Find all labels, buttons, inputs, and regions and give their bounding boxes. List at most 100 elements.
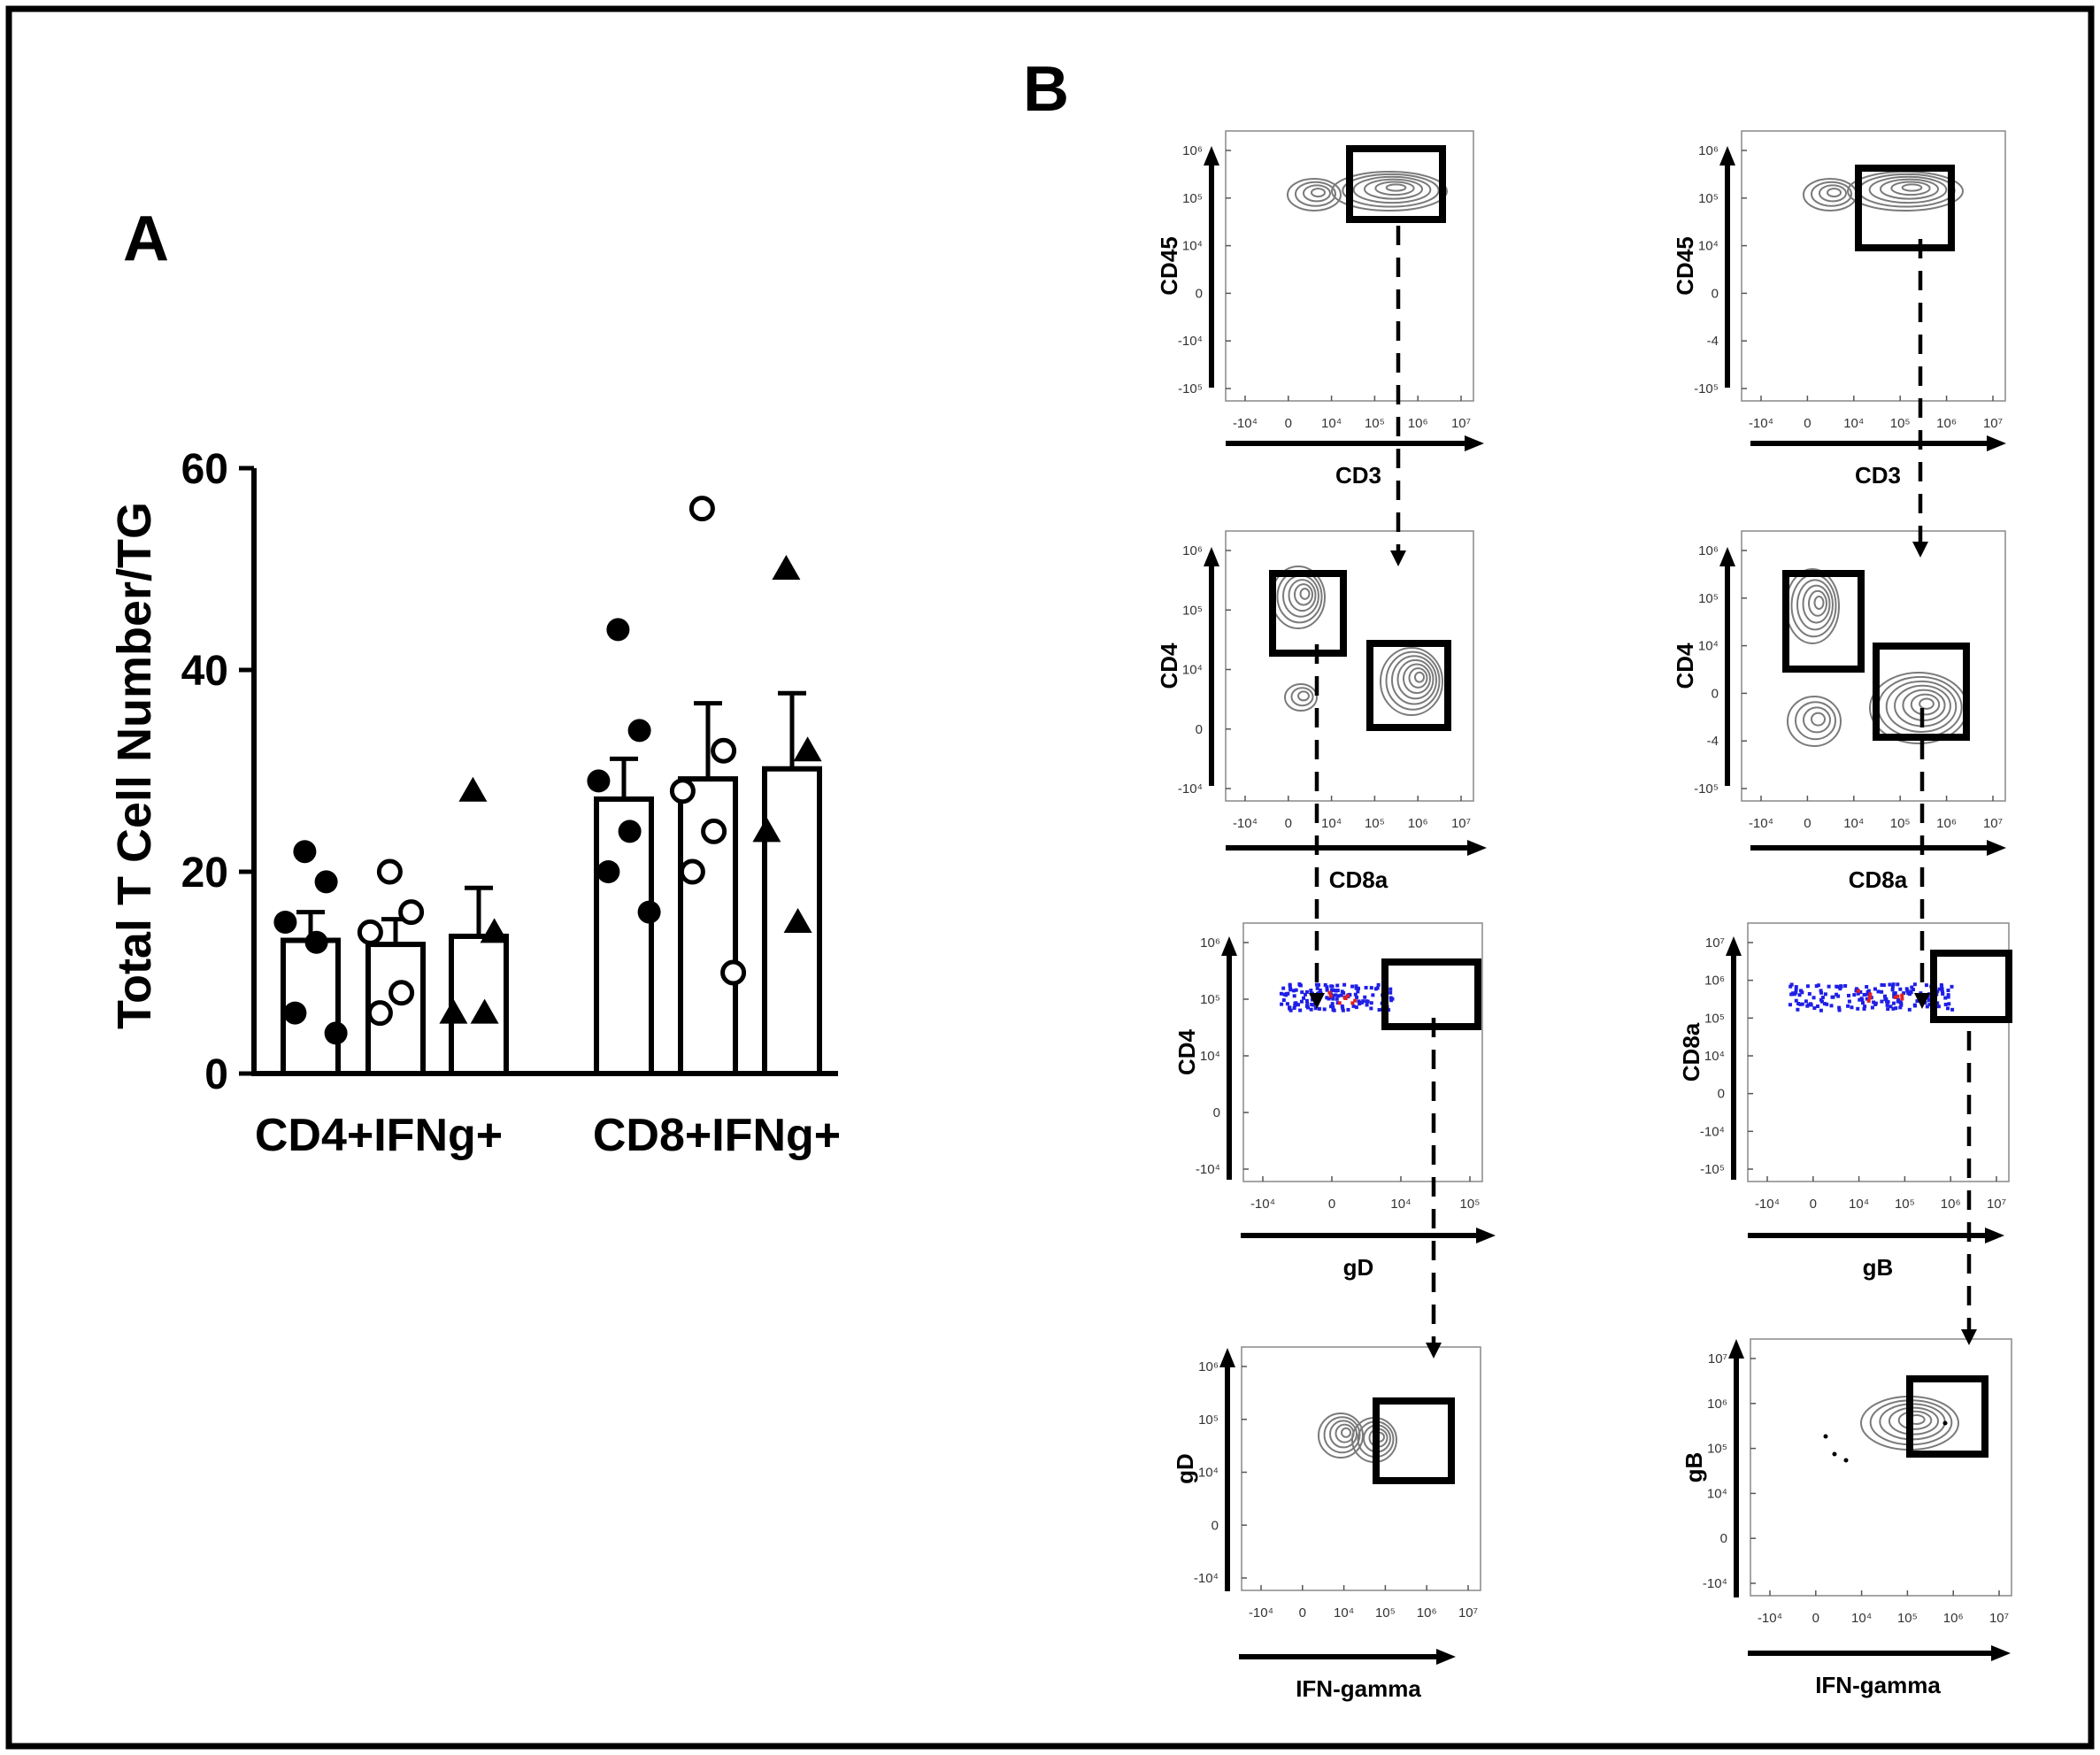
event-dot: [1282, 992, 1287, 997]
gating-arrowhead: [1426, 1343, 1442, 1359]
x-tick-label: 10⁷: [1987, 1197, 2006, 1212]
contour-ring: [1901, 183, 1923, 192]
event-dot: [1389, 998, 1394, 1003]
event-dot: [1890, 988, 1895, 992]
event-dot: [1946, 989, 1950, 993]
y-tick-label: 10⁵: [1198, 1412, 1219, 1428]
event-dot: [1331, 997, 1335, 1001]
event-dot: [1912, 982, 1917, 987]
event-dot: [1303, 992, 1307, 997]
event-dot: [1950, 1007, 1955, 1012]
event-dot: [1908, 991, 1912, 996]
data-point: [470, 998, 499, 1024]
event-dot: [1819, 989, 1823, 993]
event-dot: [1304, 998, 1309, 1003]
y-tick-label: -10⁵: [1178, 381, 1203, 396]
population-contour: [1284, 683, 1318, 712]
x-axis-arrowhead: [1476, 1228, 1496, 1243]
event-dot-highlight: [1896, 994, 1900, 998]
y-axis-arrowhead: [1204, 146, 1219, 165]
event-dot: [1804, 999, 1808, 1004]
contour-ring: [1795, 701, 1836, 741]
event-dot: [1296, 1003, 1300, 1007]
y-tick-label: 10⁶: [1698, 543, 1719, 558]
event-dot: [1815, 1005, 1819, 1009]
x-axis-label: CD8a: [1849, 866, 1908, 893]
event-dot: [1314, 982, 1319, 987]
event-dot: [1898, 1005, 1903, 1010]
event-dot: [1350, 984, 1355, 989]
contour-ring: [1919, 697, 1935, 710]
event-dot: [1341, 1006, 1345, 1011]
y-axis-label: CD4: [1672, 643, 1698, 689]
right-plot-3: 10⁷ 10⁶ 10⁵ 10⁴ 0 -10⁴ -10⁵ -10⁴ 0 10⁴ 10⁵ 10⁶ 10⁷ CD…: [1678, 922, 2010, 1281]
x-axis-arrowhead: [1987, 435, 2006, 451]
event-dot: [1354, 984, 1358, 989]
event-dot: [1805, 984, 1810, 989]
y-tick-label: 10⁵: [1704, 1011, 1725, 1026]
figure-border: [5, 5, 2095, 1750]
x-tick-label: 10⁷: [1451, 816, 1471, 831]
contour-ring: [1331, 171, 1448, 212]
event-dot: [1288, 988, 1293, 992]
event-dot: [1316, 982, 1320, 987]
event-dot: [1371, 993, 1375, 997]
x-tick-label: 10⁷: [1989, 1611, 2009, 1626]
event-dot: [1279, 991, 1283, 996]
event-dot: [1358, 1002, 1362, 1006]
event-dot: [1873, 1001, 1878, 1005]
x-tick-label: -10⁴: [1755, 1197, 1780, 1212]
event-dot: [1377, 1008, 1381, 1012]
x-tick-label: 0: [1285, 816, 1292, 831]
x-axis-arrowhead: [1991, 1645, 2011, 1661]
event-dot: [1305, 1002, 1310, 1006]
event-dot: [1820, 996, 1825, 1000]
gating-arrowhead: [1309, 993, 1325, 1009]
data-point: [679, 858, 705, 885]
y-tick-label: -10⁴: [1700, 1124, 1725, 1139]
y-tick-label: 10⁴: [1707, 1486, 1727, 1501]
gate-box: [1346, 145, 1446, 223]
x-axis-label: gB: [1863, 1254, 1894, 1281]
event-dot: [1880, 982, 1884, 987]
x-tick-label: 10⁴: [1321, 816, 1342, 831]
event-dot-highlight: [1328, 994, 1333, 998]
data-point: [669, 778, 696, 804]
y-axis-arrowhead: [1219, 1348, 1235, 1367]
event-dot: [1898, 1000, 1903, 1005]
contour-ring: [1796, 579, 1834, 631]
data-point: [783, 908, 812, 933]
event-dot: [1356, 989, 1360, 994]
event-dot-highlight: [1868, 992, 1873, 997]
contour-ring: [1414, 671, 1425, 683]
x-tick-label: -10⁴: [1749, 816, 1773, 831]
event-dot-highlight: [1893, 995, 1897, 999]
plot-frame: [1242, 922, 1483, 1182]
contour-ring: [1868, 175, 1948, 204]
y-tick-label: 60: [181, 446, 228, 493]
event-dot: [1926, 996, 1930, 1000]
y-axis-label: CD8a: [1678, 1022, 1704, 1081]
population-contour: [1787, 696, 1842, 747]
event-dot-highlight: [1327, 990, 1332, 995]
event-dot: [1913, 1004, 1918, 1008]
event-dot: [1353, 992, 1358, 997]
y-tick-label: -10⁴: [1178, 334, 1203, 349]
event-dot-highlight: [1900, 997, 1904, 1001]
panel-a-letter: A: [123, 204, 169, 274]
contour-ring: [1819, 184, 1847, 203]
x-tick-label: 10⁷: [1983, 416, 2003, 431]
contour-ring: [1311, 188, 1326, 198]
event-dot: [1830, 995, 1835, 999]
data-point: [293, 840, 317, 864]
event-dot: [1332, 1008, 1336, 1012]
contour-ring: [1385, 650, 1441, 711]
x-tick-label: 10⁶: [1417, 1605, 1437, 1620]
event-dot: [1325, 996, 1329, 1000]
y-tick-label: -10⁵: [1700, 1162, 1725, 1177]
group-label-cd4: CD4+IFNg+: [255, 1110, 503, 1161]
event-dot: [1388, 990, 1393, 995]
y-axis-label: CD4: [1156, 643, 1182, 689]
event-dot: [1304, 989, 1309, 994]
